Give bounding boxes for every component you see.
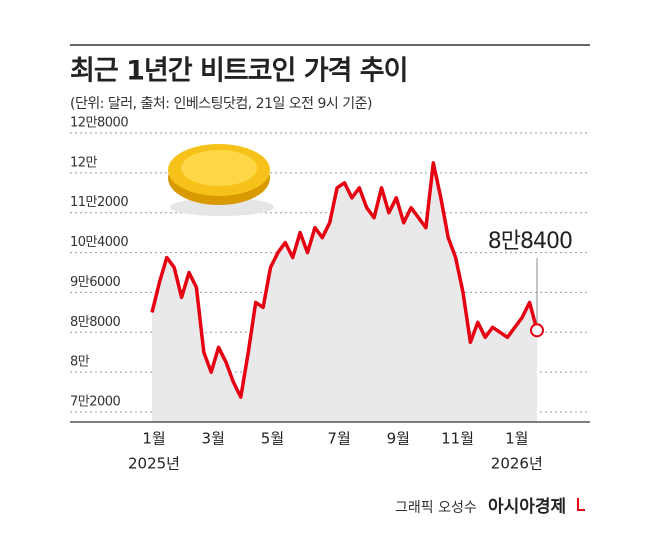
year-label: 2025년 — [128, 455, 180, 473]
coin — [168, 144, 274, 216]
value-label: 8만8400 — [488, 229, 572, 254]
x-tick-label: 3월 — [202, 430, 225, 448]
x-tick-label: 1월 — [142, 430, 165, 448]
y-tick-label: 11만2000 — [70, 195, 128, 210]
y-tick-label: 12만 — [70, 155, 98, 170]
logo-mark — [577, 498, 585, 511]
x-tick-label: 9월 — [387, 430, 410, 448]
x-tick-label: 7월 — [327, 430, 350, 448]
chart-title: 최근 1년간 비트코인 가격 추이 — [70, 56, 407, 87]
y-tick-label: 8만 — [70, 355, 90, 370]
y-tick-label: 10만4000 — [70, 235, 128, 250]
year-label: 2026년 — [491, 455, 543, 473]
credit: 그래픽 오성수 — [395, 500, 477, 516]
x-tick-label: 1월 — [505, 430, 528, 448]
end-point — [530, 323, 544, 338]
plot: 7만2000 8만 8만8000 9만6000 10만4000 11만2000 12만 12만… — [70, 115, 590, 473]
chart-subtitle: (단위: 달러, 출처: 인베스팅닷컴, 21일 오전 9시 기준) — [70, 96, 372, 112]
x-tick-label: 5월 — [261, 430, 284, 448]
y-tick-label: 9만6000 — [70, 275, 121, 290]
y-tick-label: 7만2000 — [70, 395, 121, 410]
x-tick-label: 11월 — [441, 430, 474, 448]
price-line — [150, 161, 539, 399]
source-logo: 아시아경제 — [488, 497, 566, 517]
y-tick-label: 8만8000 — [70, 315, 121, 330]
y-tick-label: 12만8000 — [70, 115, 128, 130]
